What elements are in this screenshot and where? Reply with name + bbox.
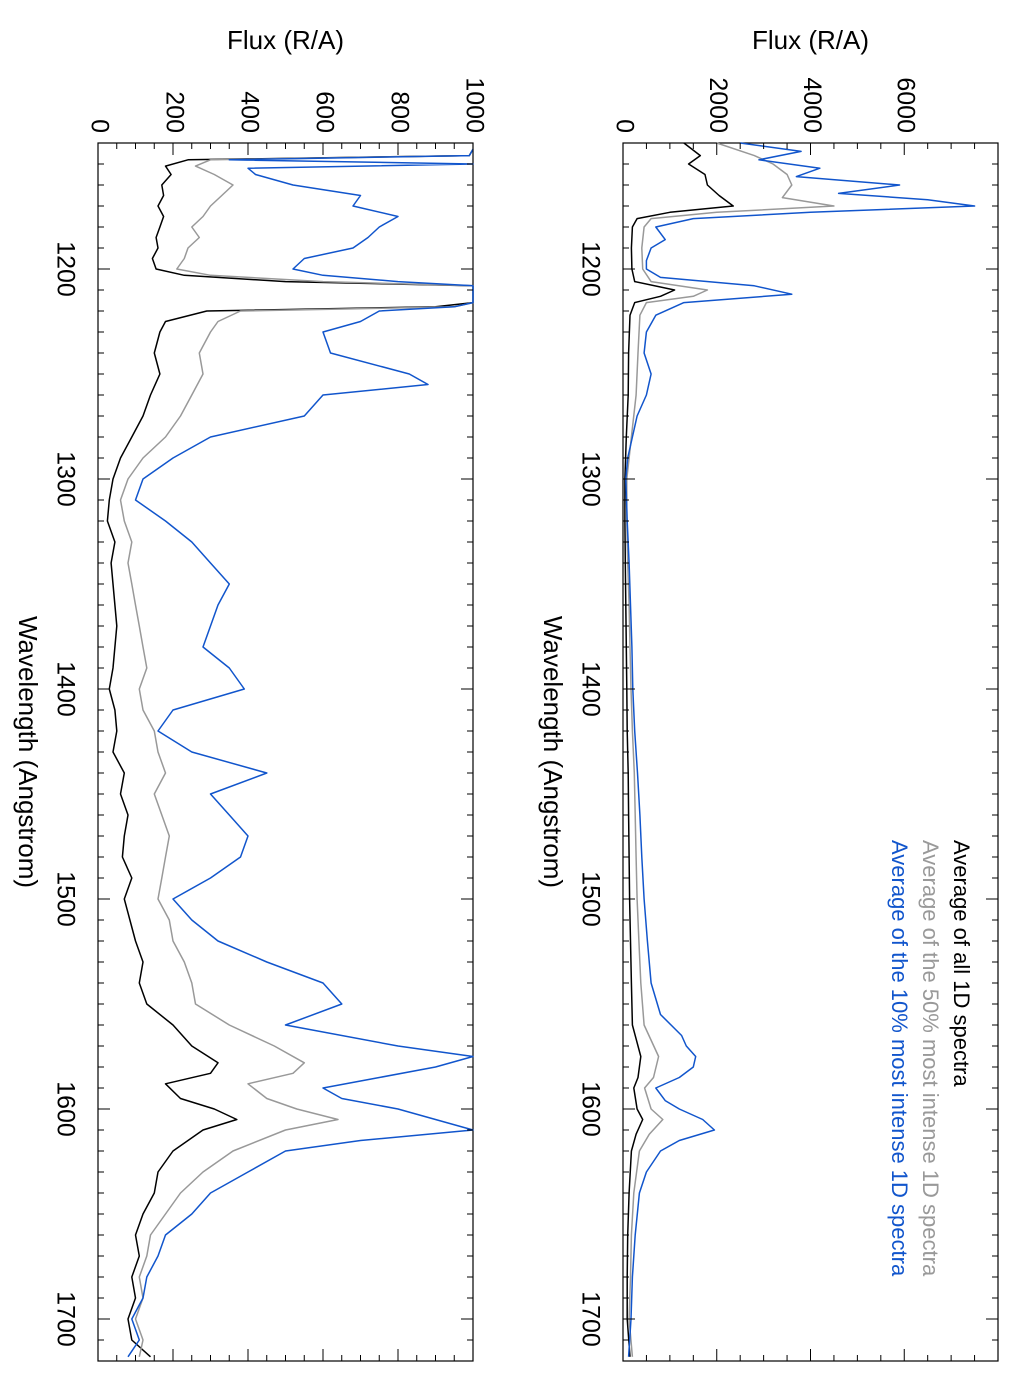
bottom-panel-chart: 1200 1300 1400 1500 1600 1700 0 200 400 600 800 100… (13, 25, 488, 1362)
y-axis-label: Flux (R/A) (752, 25, 869, 55)
x-tick-label: 1500 (576, 871, 604, 927)
y-tick-label: 1000 (460, 77, 488, 133)
y-tick-label: 2000 (704, 77, 732, 133)
y-tick-label: 600 (310, 91, 338, 133)
y-tick-label: 6000 (892, 77, 920, 133)
y-tick-label: 800 (385, 91, 413, 133)
top-panel-chart: 1200 1300 1400 1500 1600 1700 0 2000 4000 6000 Wav… (538, 25, 999, 1362)
series-line-1 (119, 148, 474, 1357)
legend-entry-2: Average of the 10% most intense 1D spect… (887, 840, 912, 1277)
x-tick-label: 1700 (51, 1291, 79, 1347)
x-tick-label: 1200 (576, 241, 604, 297)
x-tick-label: 1500 (51, 871, 79, 927)
x-tick-label: 1700 (576, 1291, 604, 1347)
x-tick-label: 1400 (51, 661, 79, 717)
y-tick-label: 400 (235, 91, 263, 133)
x-tick-label: 1600 (51, 1081, 79, 1137)
x-axis-label: Wavelength (Angstrom) (13, 616, 43, 888)
series-line-2 (127, 148, 474, 1358)
plot-frame (97, 142, 474, 1362)
legend-entry-1: Average of the 50% most intense 1D spect… (918, 840, 943, 1277)
y-tick-label: 0 (85, 119, 113, 133)
x-tick-label: 1300 (576, 451, 604, 507)
x-axis-label: Wavelength (Angstrom) (538, 616, 568, 888)
y-tick-label: 4000 (798, 77, 826, 133)
x-tick-label: 1300 (51, 451, 79, 507)
x-tick-label: 1200 (51, 241, 79, 297)
y-tick-label: 200 (160, 91, 188, 133)
y-tick-label: 0 (610, 119, 638, 133)
series-line-0 (624, 142, 734, 1357)
series-line-1 (626, 142, 835, 1357)
x-tick-label: 1400 (576, 661, 604, 717)
x-tick-label: 1600 (576, 1081, 604, 1137)
y-axis-label: Flux (R/A) (227, 25, 344, 55)
series-line-0 (106, 148, 474, 1358)
legend-entry-0: Average of all 1D spectra (949, 840, 974, 1087)
